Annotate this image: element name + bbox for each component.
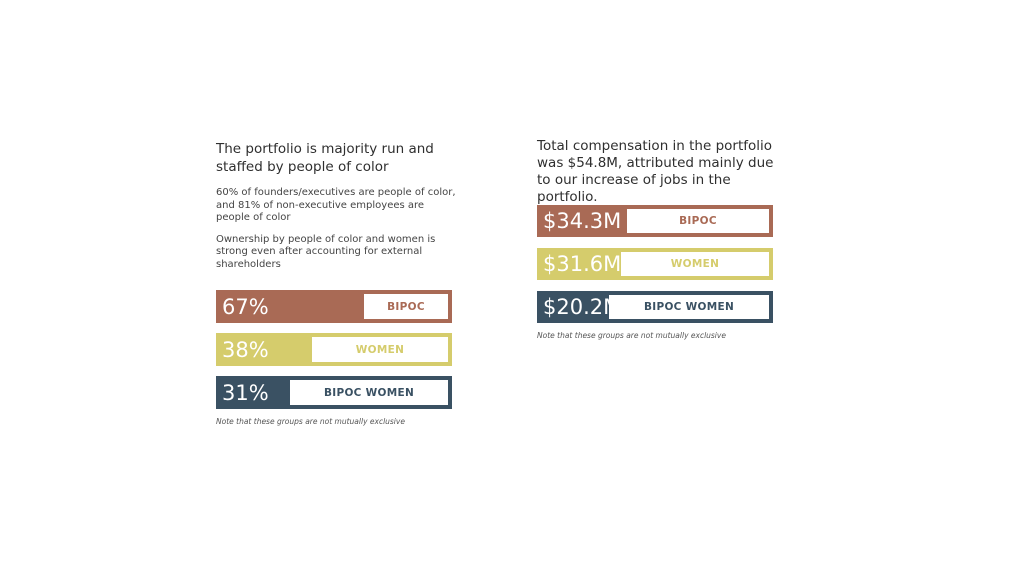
left-bar-value-women: 38% [222, 337, 269, 362]
left-paragraph-ownership: Ownership by people of color and women i… [216, 233, 436, 270]
left-bar-label-bipoc-women: BIPOC WOMEN [290, 380, 448, 405]
right-bar-label-bipoc-women: BIPOC WOMEN [609, 295, 769, 319]
right-panel: Total compensation in the portfolio was … [537, 138, 777, 206]
left-panel: The portfolio is majority run and staffe… [216, 140, 456, 271]
right-bar-bipoc-women: $20.2M BIPOC WOMEN [537, 291, 773, 323]
left-bar-label-women: WOMEN [312, 337, 448, 362]
right-bar-value-bipoc-women: $20.2M [543, 295, 622, 319]
left-bar-value-bipoc: 67% [222, 294, 269, 319]
left-bar-label-bipoc: BIPOC [364, 294, 448, 319]
right-bar-label-women: WOMEN [621, 252, 769, 276]
right-bar-value-women: $31.6M [543, 252, 622, 276]
right-note: Note that these groups are not mutually … [537, 331, 726, 340]
left-bar-bipoc: 67% BIPOC [216, 290, 452, 323]
right-bar-women: $31.6M WOMEN [537, 248, 773, 280]
right-bar-label-bipoc: BIPOC [627, 209, 769, 233]
right-title: Total compensation in the portfolio was … [537, 138, 774, 205]
left-bar-women: 38% WOMEN [216, 333, 452, 366]
left-title: The portfolio is majority run and staffe… [216, 141, 434, 175]
left-bar-bipoc-women: 31% BIPOC WOMEN [216, 376, 452, 409]
right-bar-value-bipoc: $34.3M [543, 209, 622, 233]
left-bar-value-bipoc-women: 31% [222, 380, 269, 405]
left-note: Note that these groups are not mutually … [216, 417, 405, 426]
left-paragraph-founders: 60% of founders/executives are people of… [216, 187, 456, 223]
right-bar-bipoc: $34.3M BIPOC [537, 205, 773, 237]
